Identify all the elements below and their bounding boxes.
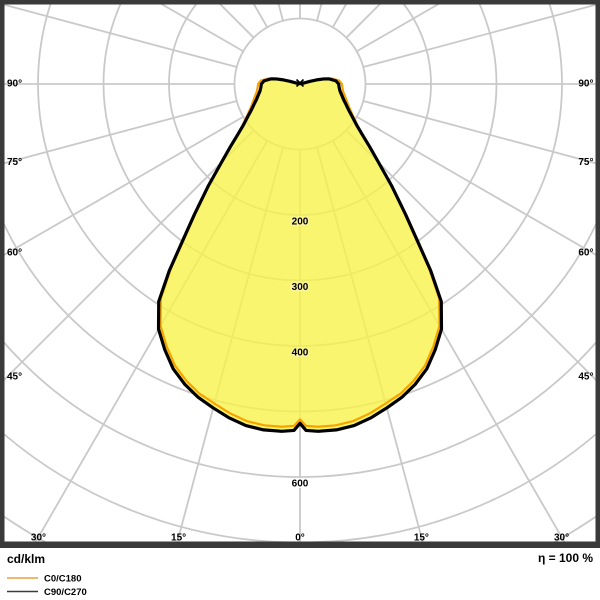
chart-footer: cd/klm η = 100 % C0/C180 C90/C270: [7, 551, 593, 598]
grid-radial: [363, 100, 596, 165]
curve-c0-c180: [159, 77, 441, 428]
angle-label-left: 60°: [7, 248, 22, 259]
grid-radial: [4, 100, 237, 165]
angle-label-bottom: 30°: [554, 533, 569, 544]
grid-radial: [4, 115, 244, 256]
angle-label-bottom: 0°: [295, 533, 305, 544]
angle-label-right: 75°: [578, 157, 593, 168]
ring-value-label: 200: [292, 217, 309, 228]
chart-frame: [0, 0, 600, 548]
photometric-center-marker: [295, 78, 305, 88]
grid-radial: [4, 4, 237, 68]
grid-radial: [345, 129, 596, 381]
angle-label-left: 75°: [7, 157, 22, 168]
grid-radial: [345, 4, 381, 39]
ring-value-label: 600: [292, 479, 309, 490]
angle-label-right: 45°: [578, 372, 593, 383]
grid-radial: [219, 4, 255, 39]
intensity-fill: [158, 78, 442, 432]
grid-radial: [356, 115, 596, 256]
angle-label-left: 90°: [7, 79, 22, 90]
legend-label-c90-c270: C90/C270: [44, 587, 87, 598]
curve-c90-c270: [156, 77, 444, 433]
angle-label-bottom: 30°: [31, 533, 46, 544]
unit-label: cd/klm: [7, 552, 45, 566]
frame-left: [0, 0, 5, 548]
efficiency-label: η = 100 %: [538, 551, 593, 565]
frame-right: [595, 0, 600, 548]
ring-value-label: 400: [292, 348, 309, 359]
legend-label-c0-c180: C0/C180: [44, 574, 82, 585]
angle-label-right: 60°: [578, 248, 593, 259]
angle-label-left: 45°: [7, 372, 22, 383]
grid-radial: [363, 4, 596, 68]
angle-label-bottom: 15°: [414, 533, 429, 544]
grid-radial: [4, 129, 255, 381]
frame-bottom: [0, 541, 600, 548]
angle-label-bottom: 15°: [171, 533, 186, 544]
ring-value-label: 300: [292, 282, 309, 293]
grid-radial: [160, 4, 244, 53]
grid-radial: [356, 4, 440, 53]
frame-top: [0, 0, 600, 5]
angle-label-right: 90°: [578, 79, 593, 90]
